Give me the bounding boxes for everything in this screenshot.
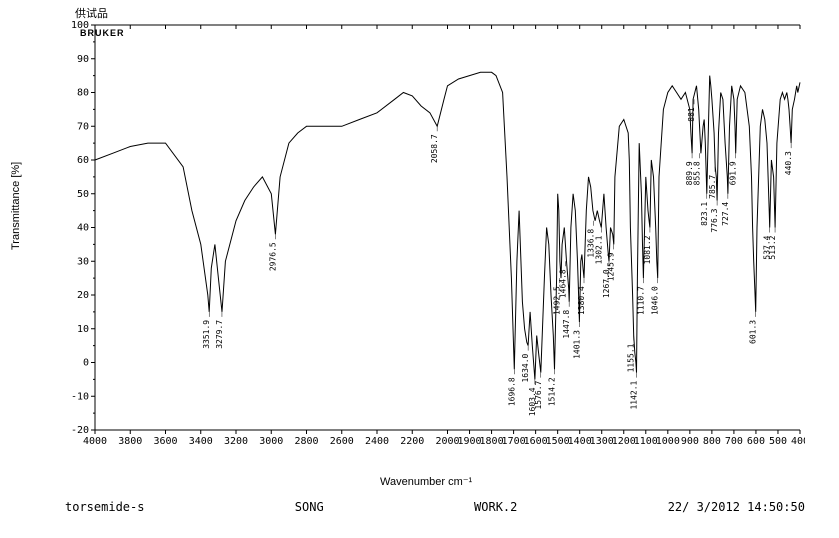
svg-text:1380.4: 1380.4 (577, 286, 586, 315)
svg-text:855.8: 855.8 (693, 161, 702, 185)
x-axis-label: Wavenumber cm⁻¹ (380, 475, 472, 488)
svg-text:50: 50 (77, 189, 89, 200)
svg-text:785.7: 785.7 (708, 175, 717, 199)
svg-text:1696.8: 1696.8 (507, 377, 516, 406)
svg-text:4000: 4000 (83, 436, 107, 447)
svg-text:80: 80 (77, 88, 89, 99)
footer-operator: SONG (295, 500, 324, 514)
svg-text:2976.5: 2976.5 (268, 242, 277, 271)
ir-spectrum-svg: -20 -10 0 10 20 30 40 50 60 70 80 90 100 4000 3800 3600… (65, 20, 805, 460)
svg-text:601.3: 601.3 (749, 320, 758, 344)
svg-text:800: 800 (703, 436, 721, 447)
svg-text:776.3: 776.3 (710, 208, 719, 232)
svg-text:90: 90 (77, 54, 89, 65)
svg-text:900: 900 (681, 436, 699, 447)
footer-sample-name: torsemide-s (65, 500, 144, 514)
svg-text:60: 60 (77, 155, 89, 166)
svg-text:3800: 3800 (118, 436, 142, 447)
svg-text:691.9: 691.9 (729, 161, 738, 185)
svg-text:1245.9: 1245.9 (607, 252, 616, 281)
svg-text:3000: 3000 (259, 436, 283, 447)
svg-text:1110.7: 1110.7 (636, 286, 645, 315)
svg-text:2058.7: 2058.7 (430, 134, 439, 163)
svg-text:1300: 1300 (590, 436, 614, 447)
svg-text:2800: 2800 (294, 436, 318, 447)
svg-text:700: 700 (725, 436, 743, 447)
sample-label: 供试品 (75, 5, 108, 21)
svg-text:727.4: 727.4 (721, 202, 730, 226)
svg-text:1046.0: 1046.0 (651, 286, 660, 315)
svg-text:881: 881 (687, 107, 696, 122)
footer-timestamp: 22/ 3/2012 14:50:50 (668, 500, 805, 514)
svg-text:40: 40 (77, 223, 89, 234)
svg-text:3600: 3600 (153, 436, 177, 447)
svg-text:513.2: 513.2 (768, 235, 777, 259)
svg-text:30: 30 (77, 256, 89, 267)
svg-text:3351.9: 3351.9 (202, 320, 211, 349)
svg-text:1200: 1200 (612, 436, 636, 447)
svg-text:823.1: 823.1 (700, 202, 709, 226)
svg-text:-20: -20 (71, 425, 89, 436)
svg-text:400: 400 (791, 436, 805, 447)
svg-text:-10: -10 (71, 391, 89, 402)
svg-text:1400: 1400 (568, 436, 592, 447)
svg-text:1155.1: 1155.1 (627, 343, 636, 372)
svg-text:440.3: 440.3 (784, 151, 793, 175)
svg-text:1447.8: 1447.8 (562, 310, 571, 339)
svg-text:1600: 1600 (524, 436, 548, 447)
svg-text:1634.0: 1634.0 (521, 353, 530, 382)
svg-text:2000: 2000 (435, 436, 459, 447)
svg-text:1800: 1800 (480, 436, 504, 447)
svg-text:3279.7: 3279.7 (215, 320, 224, 349)
svg-text:3400: 3400 (189, 436, 213, 447)
svg-text:70: 70 (77, 121, 89, 132)
svg-text:1142.1: 1142.1 (630, 380, 639, 409)
svg-text:1100: 1100 (634, 436, 658, 447)
footer-workspace: WORK.2 (474, 500, 517, 514)
svg-text:1500: 1500 (546, 436, 570, 447)
y-axis-label: Transmittance [%] (10, 162, 22, 250)
svg-text:0: 0 (83, 358, 89, 369)
svg-text:1464.8: 1464.8 (558, 269, 567, 298)
svg-text:3200: 3200 (224, 436, 248, 447)
footer-bar: torsemide-s SONG WORK.2 22/ 3/2012 14:50… (65, 500, 805, 514)
svg-text:500: 500 (769, 436, 787, 447)
svg-text:1900: 1900 (457, 436, 481, 447)
svg-text:1000: 1000 (656, 436, 680, 447)
svg-text:1302.1: 1302.1 (594, 235, 603, 264)
svg-text:1576.7: 1576.7 (534, 380, 543, 409)
svg-text:100: 100 (71, 20, 89, 31)
svg-text:1700: 1700 (502, 436, 526, 447)
svg-text:1514.2: 1514.2 (548, 377, 557, 406)
svg-text:600: 600 (747, 436, 765, 447)
svg-text:1081.2: 1081.2 (643, 235, 652, 264)
svg-text:1401.3: 1401.3 (572, 330, 581, 359)
ir-spectrum-plot: -20 -10 0 10 20 30 40 50 60 70 80 90 100 4000 3800 3600… (65, 20, 805, 460)
svg-text:10: 10 (77, 324, 89, 335)
svg-text:2400: 2400 (365, 436, 389, 447)
svg-text:20: 20 (77, 290, 89, 301)
svg-text:2200: 2200 (400, 436, 424, 447)
svg-text:2600: 2600 (330, 436, 354, 447)
